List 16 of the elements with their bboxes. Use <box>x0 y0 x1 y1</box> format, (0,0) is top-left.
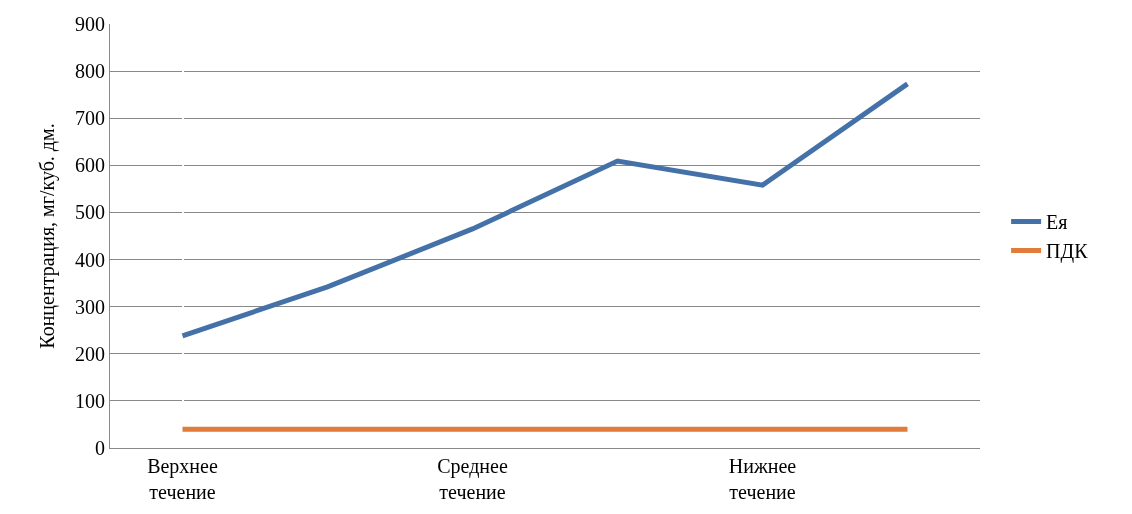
x-tick-label: Нижнее течение <box>728 455 797 503</box>
y-tick-label: 0 <box>95 437 105 459</box>
x-tick-label: Среднее течение <box>437 455 508 503</box>
y-tick-label: 900 <box>75 13 105 35</box>
y-tick-label: 200 <box>75 342 105 365</box>
y-axis-title: Концентрация, мг/куб. дм. <box>35 123 59 349</box>
y-tick-label: 400 <box>75 248 105 271</box>
y-tick-label: 300 <box>75 295 105 318</box>
y-tick-label: 800 <box>75 60 105 83</box>
x-tick-label: Верхнее течение <box>147 455 218 503</box>
y-tick-label: 600 <box>75 154 105 177</box>
y-tick-label: 500 <box>75 201 105 224</box>
legend-label: ПДК <box>1046 240 1089 264</box>
y-tick-label: 100 <box>75 389 105 412</box>
y-tick-label: 700 <box>75 107 105 130</box>
legend-label: Ея <box>1046 211 1068 234</box>
